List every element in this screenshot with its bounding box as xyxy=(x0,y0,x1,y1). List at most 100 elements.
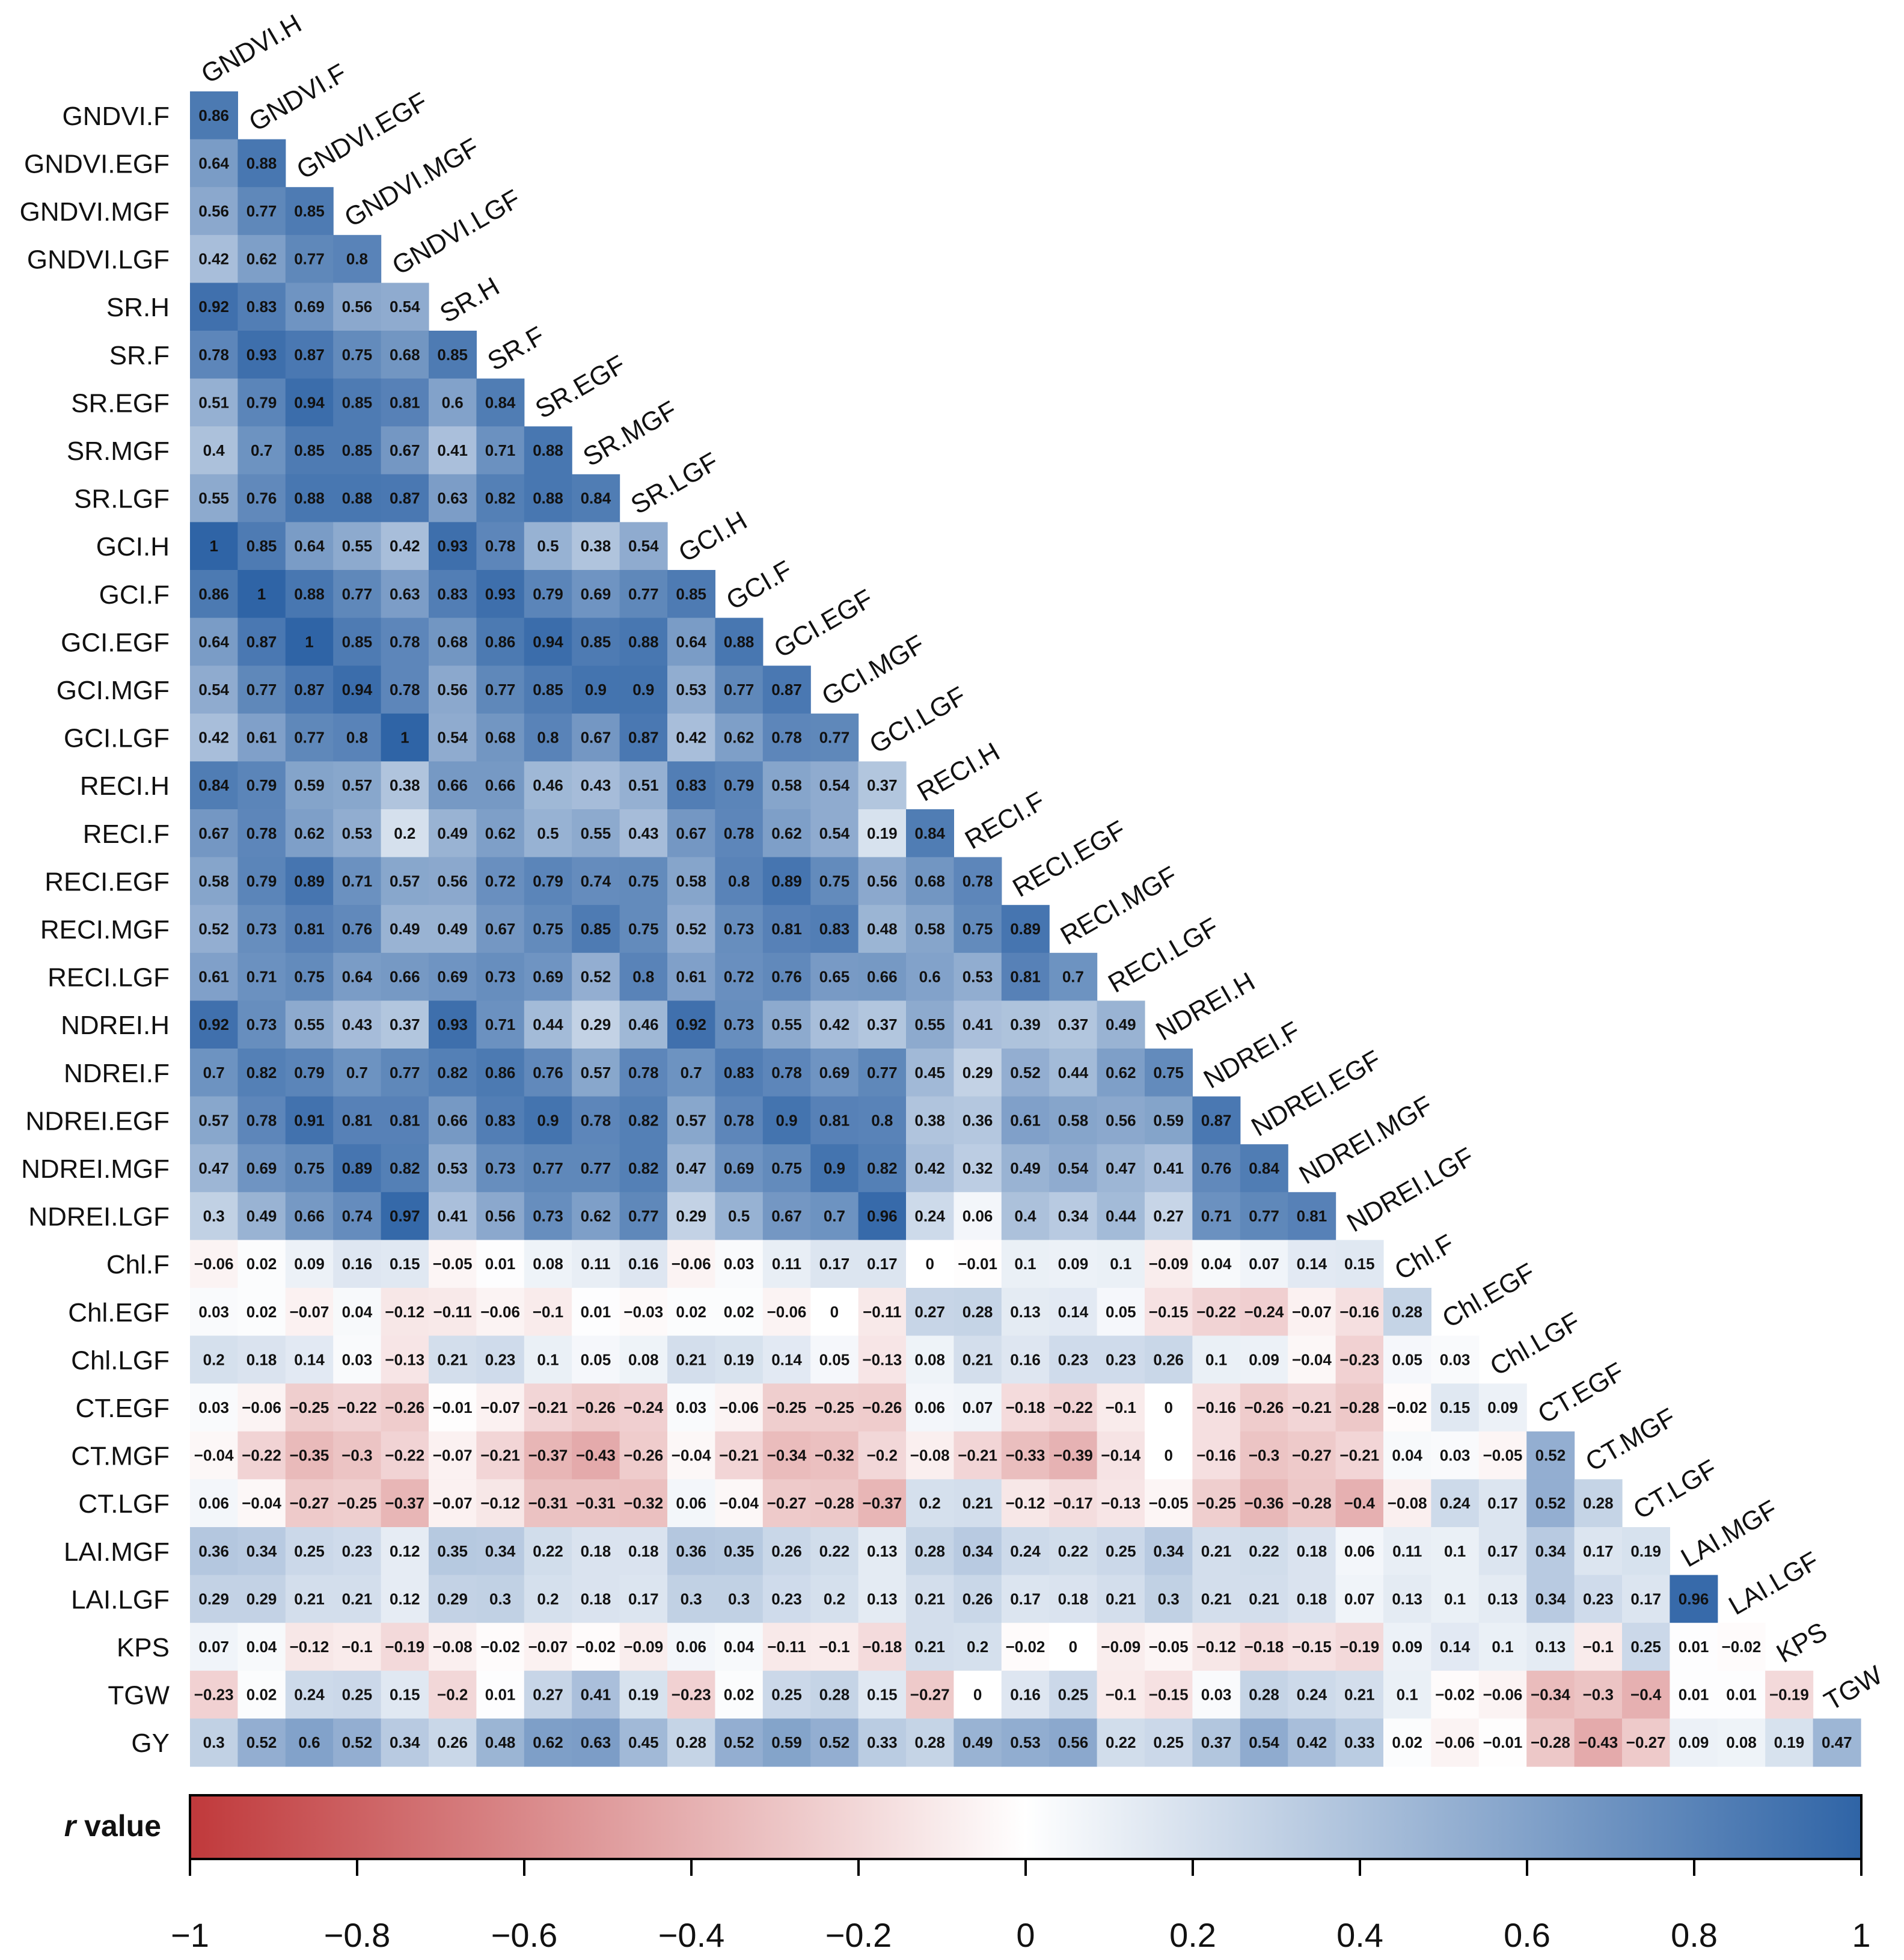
cell-value-label: −0.27 xyxy=(910,1686,950,1704)
heatmap-cell xyxy=(1049,1096,1098,1145)
cell-value-label: 0.74 xyxy=(581,872,611,890)
cell-value-label: 0.81 xyxy=(342,1111,373,1129)
column-label: RECI.EGF xyxy=(1008,815,1130,903)
cell-value-label: 0.35 xyxy=(437,1542,468,1560)
cell-value-label: 0.61 xyxy=(198,968,229,986)
heatmap-cell xyxy=(572,761,620,810)
cell-value-label: 0.48 xyxy=(485,1733,516,1751)
heatmap-cell xyxy=(810,857,859,905)
heatmap-cell xyxy=(429,522,477,571)
cell-value-label: 0.87 xyxy=(390,489,420,507)
column-label: GNDVI.F xyxy=(244,58,352,138)
heatmap-cell xyxy=(429,617,477,666)
cell-value-label: 0.78 xyxy=(246,1111,277,1129)
heatmap-cell xyxy=(572,1575,620,1623)
cell-value-label: 0.22 xyxy=(819,1542,850,1560)
row-label: CT.LGF xyxy=(78,1489,170,1519)
cell-value-label: 0.15 xyxy=(1440,1398,1471,1416)
cell-value-label: −0.15 xyxy=(1149,1303,1189,1321)
heatmap-cell xyxy=(1478,1623,1527,1671)
heatmap-cell xyxy=(429,1623,477,1671)
heatmap-cell xyxy=(476,426,525,475)
heatmap-cell xyxy=(619,1144,668,1193)
row-label: SR.MGF xyxy=(67,436,170,466)
cell-value-label: 0.71 xyxy=(1201,1207,1232,1225)
legend-tick-label: 0.6 xyxy=(1504,1916,1550,1954)
heatmap-cell xyxy=(858,1192,907,1240)
cell-value-label: 0.87 xyxy=(294,681,325,699)
heatmap-cell xyxy=(429,1049,477,1097)
heatmap-cell xyxy=(1431,1431,1480,1480)
heatmap-cell xyxy=(572,1049,620,1097)
heatmap-cell xyxy=(762,1096,811,1145)
cell-value-label: 0.37 xyxy=(867,1015,898,1034)
heatmap-cell xyxy=(333,905,382,954)
heatmap-cell xyxy=(429,761,477,810)
heatmap-cell xyxy=(810,1670,859,1719)
heatmap-cell xyxy=(762,713,811,762)
cell-value-label: 0.6 xyxy=(298,1733,320,1751)
cell-value-label: 0.54 xyxy=(628,537,659,555)
heatmap-cell xyxy=(1001,1335,1050,1384)
heatmap-cell xyxy=(715,1096,764,1145)
cell-value-label: 0.75 xyxy=(628,872,659,890)
cell-value-label: −0.36 xyxy=(1244,1494,1284,1512)
cell-value-label: 0.35 xyxy=(724,1542,755,1560)
heatmap-cell xyxy=(190,1718,238,1767)
heatmap-cell xyxy=(858,1335,907,1384)
cell-value-label: 0.83 xyxy=(819,920,850,938)
heatmap-cell xyxy=(237,1192,286,1240)
row-label: GCI.EGF xyxy=(61,628,170,657)
heatmap-cell xyxy=(285,857,334,905)
heatmap-cell xyxy=(667,857,715,905)
heatmap-cell xyxy=(1526,1718,1575,1767)
cell-value-label: 0.17 xyxy=(867,1255,898,1273)
heatmap-cell xyxy=(667,1718,715,1767)
cell-value-label: 0.47 xyxy=(1106,1159,1136,1177)
heatmap-cell xyxy=(1097,1096,1145,1145)
cell-value-label: 0.85 xyxy=(342,632,373,651)
heatmap-cell xyxy=(667,1144,715,1193)
cell-value-label: 0.38 xyxy=(581,537,611,555)
cell-value-label: 0.77 xyxy=(390,1064,420,1082)
heatmap-cell xyxy=(762,857,811,905)
heatmap-cell xyxy=(667,617,715,666)
cell-value-label: −0.26 xyxy=(862,1398,902,1416)
heatmap-cell xyxy=(715,905,764,954)
cell-value-label: 0.02 xyxy=(246,1255,277,1273)
heatmap-cell xyxy=(572,1718,620,1767)
heatmap-cell xyxy=(810,1575,859,1623)
cell-value-label: 0.5 xyxy=(537,537,559,555)
cell-value-label: 0.18 xyxy=(246,1350,277,1368)
heatmap-cell xyxy=(572,474,620,522)
cell-value-label: 0.66 xyxy=(867,968,898,986)
cell-value-label: −0.28 xyxy=(815,1494,854,1512)
heatmap-cell xyxy=(1192,1144,1241,1193)
cell-value-label: −0.05 xyxy=(1483,1447,1523,1465)
heatmap-cell xyxy=(237,809,286,858)
heatmap-cell xyxy=(429,666,477,714)
cell-value-label: −0.37 xyxy=(862,1494,902,1512)
heatmap-cell xyxy=(333,1096,382,1145)
cell-value-label: 0.04 xyxy=(1201,1255,1232,1273)
cell-value-label: 0.74 xyxy=(342,1207,373,1225)
column-label: GCI.LGF xyxy=(865,681,971,759)
heatmap-cell xyxy=(667,1335,715,1384)
cell-value-label: 0.78 xyxy=(581,1111,611,1129)
cell-value-label: 0.78 xyxy=(771,729,802,747)
cell-value-label: 0.21 xyxy=(914,1590,945,1608)
cell-value-label: 0.14 xyxy=(1297,1255,1327,1273)
heatmap-cell xyxy=(1431,1718,1480,1767)
heatmap-cell xyxy=(667,1575,715,1623)
heatmap-cell xyxy=(1574,1670,1623,1719)
cell-value-label: 0.83 xyxy=(485,1111,516,1129)
heatmap-cell xyxy=(762,809,811,858)
heatmap-cell xyxy=(715,1000,764,1049)
heatmap-cell xyxy=(333,857,382,905)
heatmap-cell xyxy=(1192,1718,1241,1767)
cell-value-label: −0.06 xyxy=(719,1398,759,1416)
cell-value-label: 0.2 xyxy=(394,824,415,842)
cell-value-label: 0.56 xyxy=(1106,1111,1136,1129)
heatmap-cell xyxy=(429,809,477,858)
cell-value-label: 0.41 xyxy=(437,441,468,459)
